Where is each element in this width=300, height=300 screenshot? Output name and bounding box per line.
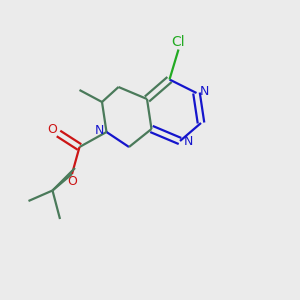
Text: O: O — [67, 175, 77, 188]
Text: O: O — [47, 123, 57, 136]
Text: N: N — [95, 124, 105, 137]
Text: N: N — [184, 135, 193, 148]
Text: Cl: Cl — [172, 35, 185, 49]
Text: N: N — [199, 85, 209, 98]
